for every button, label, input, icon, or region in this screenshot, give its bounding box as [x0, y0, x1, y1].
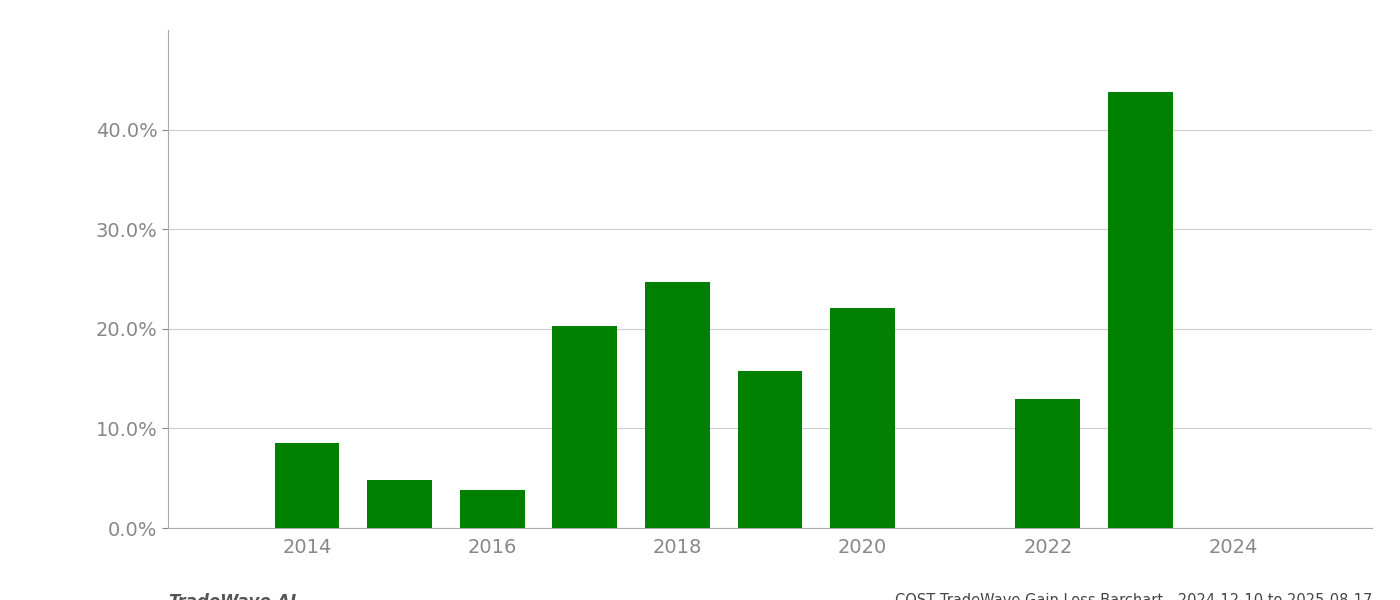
- Bar: [1107, 92, 1173, 528]
- Bar: [1015, 398, 1081, 528]
- Text: COST TradeWave Gain Loss Barchart - 2024-12-10 to 2025-08-17: COST TradeWave Gain Loss Barchart - 2024…: [895, 593, 1372, 600]
- Bar: [459, 490, 525, 528]
- Bar: [738, 371, 802, 528]
- Bar: [274, 443, 339, 528]
- Bar: [830, 308, 895, 528]
- Bar: [553, 326, 617, 528]
- Bar: [367, 480, 433, 528]
- Text: TradeWave.AI: TradeWave.AI: [168, 593, 297, 600]
- Bar: [645, 282, 710, 528]
